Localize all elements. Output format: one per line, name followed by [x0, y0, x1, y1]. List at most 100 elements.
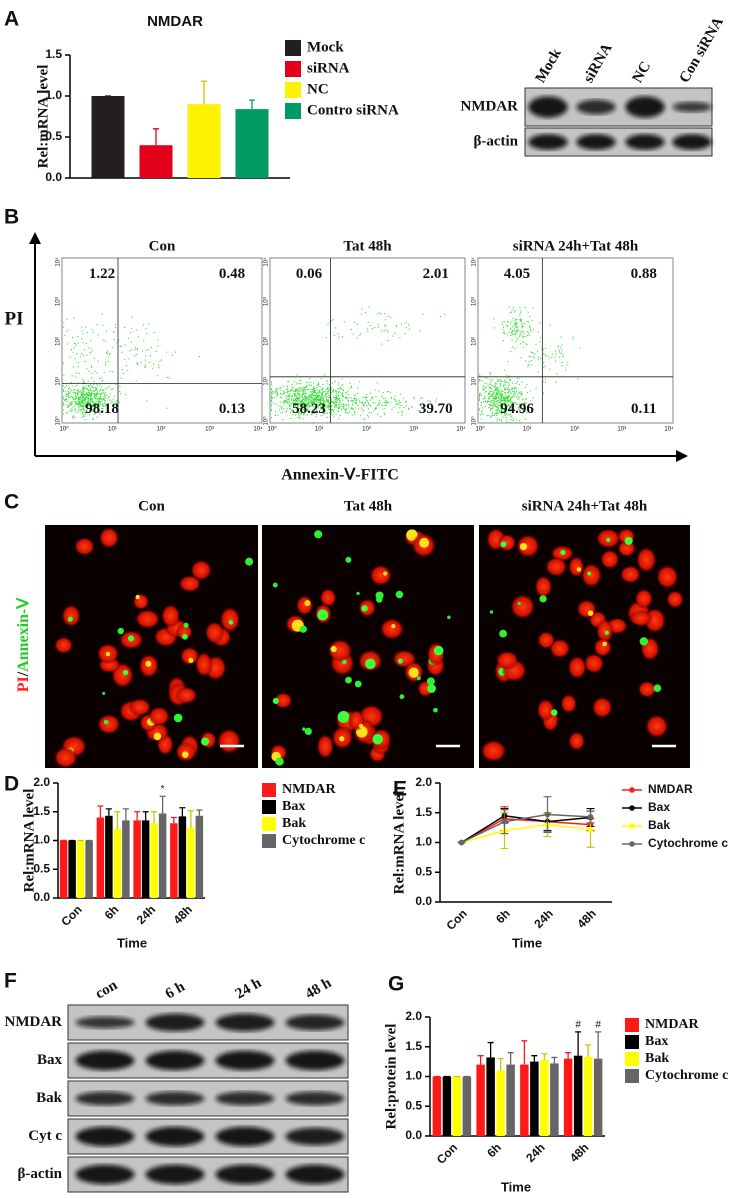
- blot-band: [145, 1126, 205, 1147]
- flow-x-tick: 10²: [157, 427, 166, 433]
- event-dot: [496, 388, 498, 390]
- event-dot: [529, 325, 531, 327]
- event-dot: [89, 387, 91, 390]
- event-dot: [114, 401, 116, 403]
- event-dot: [90, 398, 92, 400]
- event-dot: [134, 348, 136, 351]
- event-dot: [86, 395, 88, 397]
- event-dot: [522, 330, 524, 332]
- event-dot: [306, 405, 308, 407]
- event-dot: [327, 392, 329, 395]
- event-dot: [295, 383, 298, 385]
- event-dot: [87, 400, 90, 402]
- event-dot: [286, 385, 288, 387]
- event-dot: [300, 406, 302, 408]
- event-dot: [88, 385, 91, 387]
- bar: [593, 1058, 603, 1136]
- event-dot: [106, 350, 108, 352]
- stain-sep: /: [15, 671, 32, 677]
- event-dot: [362, 396, 364, 398]
- error-bar: [179, 807, 186, 817]
- event-dot: [315, 408, 317, 410]
- event-dot: [495, 386, 497, 388]
- event-dot: [522, 412, 524, 414]
- error-bar: [170, 816, 177, 824]
- event-dot: [554, 356, 556, 358]
- event-dot: [523, 341, 525, 343]
- event-dot: [282, 401, 284, 403]
- event-dot: [497, 400, 500, 402]
- event-dot: [510, 416, 512, 418]
- event-dot: [80, 402, 82, 404]
- nucleus: [347, 709, 365, 732]
- event-dot: [72, 416, 74, 418]
- event-dot: [305, 382, 307, 384]
- bar: [496, 1070, 505, 1136]
- event-dot: [270, 393, 273, 395]
- event-dot: [91, 410, 93, 412]
- event-dot: [318, 382, 320, 384]
- event-dot: [517, 392, 520, 394]
- event-dot: [398, 403, 400, 406]
- event-dot: [86, 402, 88, 405]
- event-dot: [295, 401, 297, 403]
- event-dot: [87, 407, 89, 410]
- event-dot: [98, 403, 100, 405]
- event-dot: [84, 401, 86, 403]
- blot-band: [215, 1091, 275, 1106]
- event-dot: [307, 396, 309, 398]
- event-dot: [533, 357, 535, 359]
- event-dot: [320, 395, 322, 397]
- event-dot: [324, 403, 326, 405]
- event-dot: [289, 399, 291, 401]
- event-dot: [299, 401, 301, 403]
- event-dot: [509, 398, 511, 400]
- event-dot: [124, 359, 126, 361]
- event-dot: [489, 391, 491, 393]
- event-dot: [490, 396, 492, 398]
- blot-band: [145, 1164, 205, 1185]
- event-dot: [311, 402, 313, 404]
- event-dot: [478, 374, 481, 376]
- event-dot: [307, 398, 309, 400]
- event-dot: [284, 402, 286, 404]
- event-dot: [94, 413, 96, 415]
- event-dot: [372, 402, 374, 404]
- event-dot: [305, 398, 307, 400]
- event-dot: [390, 316, 392, 318]
- event-dot: [502, 416, 504, 418]
- event-dot: [270, 408, 273, 410]
- event-dot: [86, 354, 88, 356]
- event-dot: [505, 381, 508, 383]
- event-dot: [510, 413, 512, 415]
- event-dot: [316, 394, 318, 396]
- event-dot: [63, 402, 65, 404]
- event-dot: [514, 310, 516, 312]
- event-dot: [305, 393, 307, 395]
- event-dot: [102, 324, 104, 326]
- event-dot: [510, 328, 512, 330]
- event-dot: [130, 331, 132, 334]
- event-dot: [302, 392, 304, 394]
- event-dot: [524, 386, 526, 389]
- event-dot: [504, 369, 506, 371]
- event-dot: [144, 364, 146, 366]
- flow-y-tick: 10²: [56, 337, 62, 346]
- event-dot: [99, 400, 101, 402]
- event-dot: [522, 336, 524, 338]
- event-dot: [118, 401, 120, 403]
- event-dot: [88, 403, 90, 405]
- event-dot: [381, 405, 383, 407]
- event-dot: [380, 415, 382, 418]
- quadrant-value: 0.48: [219, 266, 245, 282]
- event-dot: [125, 394, 127, 396]
- event-dot: [316, 386, 318, 388]
- event-dot: [81, 416, 83, 418]
- event-dot: [85, 404, 87, 406]
- event-dot: [419, 330, 421, 332]
- event-dot: [499, 385, 502, 387]
- event-dot: [522, 325, 524, 327]
- event-dot: [521, 326, 523, 328]
- event-dot: [321, 389, 323, 391]
- line: [461, 813, 591, 844]
